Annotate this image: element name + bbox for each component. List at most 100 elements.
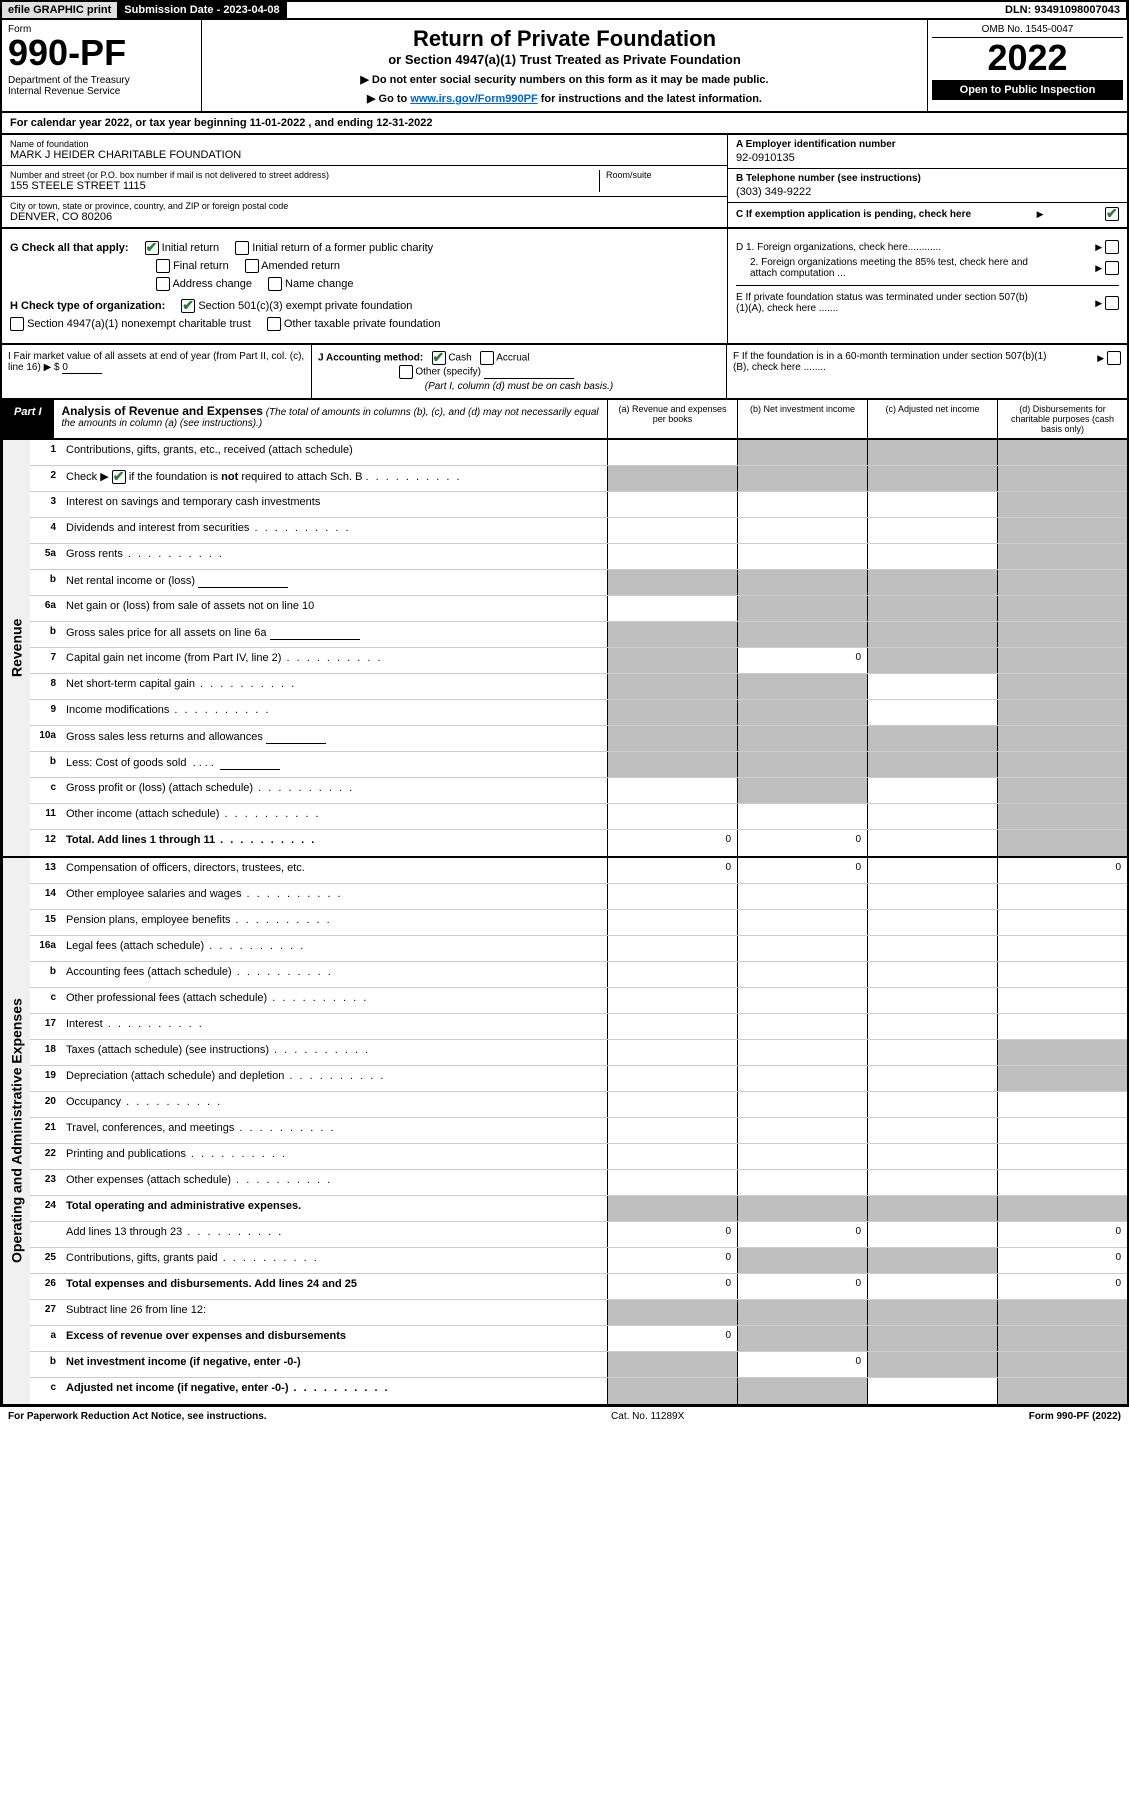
row-9-desc: Income modifications: [62, 700, 607, 725]
r10b-input[interactable]: [220, 756, 280, 770]
table-row: 7Capital gain net income (from Part IV, …: [30, 648, 1127, 674]
table-row: 11Other income (attach schedule): [30, 804, 1127, 830]
r5b-input[interactable]: [198, 574, 288, 588]
row-17-desc: Interest: [62, 1014, 607, 1039]
row-6a-desc: Net gain or (loss) from sale of assets n…: [62, 596, 607, 621]
city-value: DENVER, CO 80206: [10, 211, 719, 223]
footer-left: For Paperwork Reduction Act Notice, see …: [8, 1411, 267, 1422]
revenue-grid: Revenue 1Contributions, gifts, grants, e…: [0, 440, 1129, 858]
j-cash: Cash: [448, 353, 471, 364]
r25-d: 0: [997, 1248, 1127, 1273]
arrow-icon: [1091, 263, 1102, 274]
d1-row: D 1. Foreign organizations, check here..…: [736, 240, 1119, 254]
table-row: 17Interest: [30, 1014, 1127, 1040]
table-row: 15Pension plans, employee benefits: [30, 910, 1127, 936]
row-5a-desc: Gross rents: [62, 544, 607, 569]
j-other-input[interactable]: [484, 365, 574, 379]
exemption-pending: C If exemption application is pending, c…: [728, 203, 1127, 225]
j-label: J Accounting method:: [318, 353, 423, 364]
h-501c3-checkbox[interactable]: [181, 299, 195, 313]
row-1-desc: Contributions, gifts, grants, etc., rece…: [62, 440, 607, 465]
part1-header: Part I Analysis of Revenue and Expenses …: [0, 400, 1129, 440]
row-6b-desc: Gross sales price for all assets on line…: [62, 622, 607, 647]
g-initial-checkbox[interactable]: [145, 241, 159, 255]
g-initial-former-checkbox[interactable]: [235, 241, 249, 255]
r12-a: 0: [607, 830, 737, 856]
j-cash-checkbox[interactable]: [432, 351, 446, 365]
h-row: H Check type of organization: Section 50…: [10, 299, 719, 313]
r10a-input[interactable]: [266, 730, 326, 744]
table-row: 6aNet gain or (loss) from sale of assets…: [30, 596, 1127, 622]
part1-title: Analysis of Revenue and Expenses: [62, 404, 263, 418]
schb-checkbox[interactable]: [112, 470, 126, 484]
d2-checkbox[interactable]: [1105, 261, 1119, 275]
table-row: 22Printing and publications: [30, 1144, 1127, 1170]
table-row: 25Contributions, gifts, grants paid00: [30, 1248, 1127, 1274]
d1-checkbox[interactable]: [1105, 240, 1119, 254]
f-checkbox[interactable]: [1107, 351, 1121, 365]
e-label: E If private foundation status was termi…: [736, 292, 1036, 314]
phone-label: B Telephone number (see instructions): [736, 173, 1119, 184]
ij-block: I Fair market value of all assets at end…: [0, 345, 1129, 400]
g-final-checkbox[interactable]: [156, 259, 170, 273]
g-row-2: Final return Amended return: [10, 259, 719, 273]
row-11-desc: Other income (attach schedule): [62, 804, 607, 829]
city-row: City or town, state or province, country…: [2, 197, 727, 227]
table-row: cOther professional fees (attach schedul…: [30, 988, 1127, 1014]
i-label: I Fair market value of all assets at end…: [8, 351, 304, 373]
row-27a-desc: Excess of revenue over expenses and disb…: [62, 1326, 607, 1351]
table-row: bLess: Cost of goods sold . . . .: [30, 752, 1127, 778]
j-other-checkbox[interactable]: [399, 365, 413, 379]
table-row: 16aLegal fees (attach schedule): [30, 936, 1127, 962]
irs-link[interactable]: www.irs.gov/Form990PF: [410, 93, 537, 105]
table-row: 26Total expenses and disbursements. Add …: [30, 1274, 1127, 1300]
expenses-side-label: Operating and Administrative Expenses: [2, 858, 30, 1404]
goto-pre: ▶ Go to: [367, 93, 410, 105]
col-a: (a) Revenue and expenses per books: [607, 400, 737, 438]
col-c: (c) Adjusted net income: [867, 400, 997, 438]
c-checkbox[interactable]: [1105, 207, 1119, 221]
row-18-desc: Taxes (attach schedule) (see instruction…: [62, 1040, 607, 1065]
row-10b-desc: Less: Cost of goods sold . . . .: [62, 752, 607, 777]
h-label: H Check type of organization:: [10, 300, 165, 312]
d2-row: 2. Foreign organizations meeting the 85%…: [736, 257, 1119, 279]
g-opt-5: Name change: [285, 278, 354, 290]
i-block: I Fair market value of all assets at end…: [2, 345, 312, 398]
row-27-desc: Subtract line 26 from line 12:: [62, 1300, 607, 1325]
row-12-desc: Total. Add lines 1 through 11: [62, 830, 607, 856]
table-row: 8Net short-term capital gain: [30, 674, 1127, 700]
row-3-desc: Interest on savings and temporary cash i…: [62, 492, 607, 517]
row-16a-desc: Legal fees (attach schedule): [62, 936, 607, 961]
r13-b: 0: [737, 858, 867, 883]
table-row: bNet rental income or (loss): [30, 570, 1127, 596]
footer-right: Form 990-PF (2022): [1029, 1411, 1121, 1422]
row-14-desc: Other employee salaries and wages: [62, 884, 607, 909]
table-row: 19Depreciation (attach schedule) and dep…: [30, 1066, 1127, 1092]
j-accrual-checkbox[interactable]: [480, 351, 494, 365]
h-other-checkbox[interactable]: [267, 317, 281, 331]
table-row: 3Interest on savings and temporary cash …: [30, 492, 1127, 518]
r27a-a: 0: [607, 1326, 737, 1351]
goto-post: for instructions and the latest informat…: [538, 93, 762, 105]
open-inspection-badge: Open to Public Inspection: [932, 80, 1123, 100]
row-2-desc: Check ▶ if the foundation is not require…: [62, 466, 607, 491]
g-addrchange-checkbox[interactable]: [156, 277, 170, 291]
g-namechange-checkbox[interactable]: [268, 277, 282, 291]
g-label: G Check all that apply:: [10, 242, 129, 254]
r6b-input[interactable]: [270, 626, 360, 640]
g-opt-1: Initial return of a former public charit…: [252, 242, 433, 254]
g-amended-checkbox[interactable]: [245, 259, 259, 273]
h-4947-checkbox[interactable]: [10, 317, 24, 331]
r26-b: 0: [737, 1274, 867, 1299]
h-row-2: Section 4947(a)(1) nonexempt charitable …: [10, 317, 719, 331]
table-row: cGross profit or (loss) (attach schedule…: [30, 778, 1127, 804]
arrow-icon: [1091, 298, 1102, 309]
g-row-3: Address change Name change: [10, 277, 719, 291]
row-26-desc: Total expenses and disbursements. Add li…: [62, 1274, 607, 1299]
row-10a-desc: Gross sales less returns and allowances: [62, 726, 607, 751]
foundation-name: Name of foundation MARK J HEIDER CHARITA…: [2, 135, 727, 166]
e-checkbox[interactable]: [1105, 296, 1119, 310]
row-16c-desc: Other professional fees (attach schedule…: [62, 988, 607, 1013]
j-block: J Accounting method: Cash Accrual Other …: [312, 345, 727, 398]
phone-value: (303) 349-9222: [736, 186, 1119, 198]
